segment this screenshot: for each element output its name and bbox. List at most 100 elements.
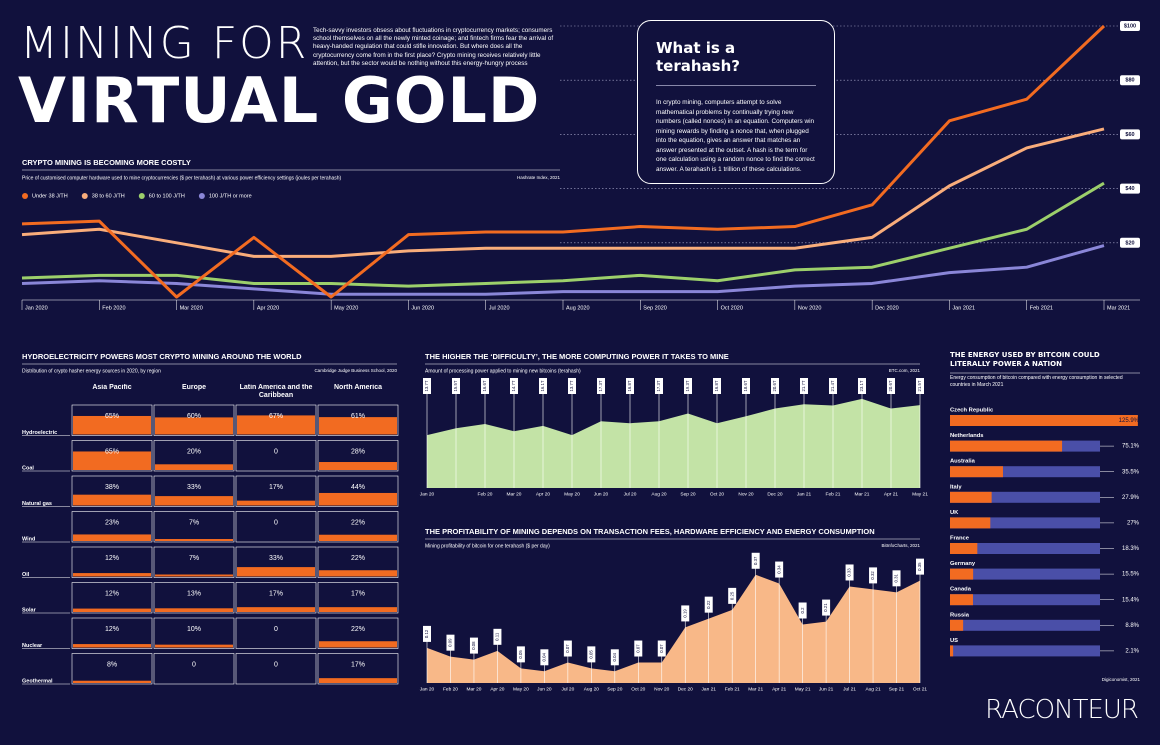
cell-bar bbox=[73, 451, 151, 470]
column-header: North America bbox=[334, 384, 382, 391]
cell bbox=[317, 475, 399, 507]
cell-bar bbox=[155, 644, 233, 648]
cell bbox=[71, 404, 153, 436]
x-tick-label: May 21 bbox=[795, 686, 811, 692]
legend-swatch bbox=[22, 193, 28, 199]
cell-label: 12% bbox=[105, 555, 119, 562]
x-tick-label: Feb 20 bbox=[443, 686, 458, 692]
column-header-box: Asia Pacific bbox=[92, 384, 131, 391]
x-tick-label: Oct 20 bbox=[710, 491, 724, 497]
x-tick-label: Sep 20 bbox=[607, 686, 623, 692]
cell-label: 28% bbox=[351, 448, 365, 455]
cell bbox=[317, 440, 399, 472]
cell-bar bbox=[155, 539, 233, 541]
label-box bbox=[887, 378, 895, 394]
x-tick-label: Jan 21 bbox=[797, 491, 812, 497]
bar bbox=[950, 440, 1063, 452]
label-box bbox=[681, 605, 690, 622]
label-box bbox=[798, 602, 807, 619]
cell bbox=[71, 511, 153, 543]
cell-bar bbox=[73, 415, 151, 435]
x-tick-label: Jan 2020 bbox=[25, 305, 48, 311]
value-label: 18.6T bbox=[743, 380, 748, 391]
x-tick-label: Nov 20 bbox=[654, 686, 670, 692]
bar bbox=[950, 517, 991, 529]
bar-label: Russia bbox=[950, 612, 970, 618]
label-box bbox=[597, 378, 605, 394]
cell bbox=[71, 653, 153, 685]
cell-label: 12% bbox=[105, 590, 119, 597]
value-label: 0.05 bbox=[588, 650, 593, 659]
label-box bbox=[423, 625, 431, 642]
bar-value: 18.3% bbox=[1122, 546, 1140, 552]
row-label: Oil bbox=[22, 572, 30, 578]
label-box bbox=[610, 649, 619, 666]
y-tick-box bbox=[1120, 75, 1140, 86]
bar-value: 75.1% bbox=[1122, 444, 1140, 450]
label-box bbox=[510, 378, 518, 394]
bar-value: 125.9% bbox=[1119, 418, 1140, 424]
cell-bar bbox=[237, 415, 315, 435]
x-tick-label: Apr 20 bbox=[490, 686, 504, 692]
cell-label: 12% bbox=[105, 626, 119, 633]
x-tick-label: Jul 2020 bbox=[489, 305, 510, 311]
bar bbox=[950, 491, 992, 503]
value-label: 0.25 bbox=[729, 591, 734, 600]
cell bbox=[71, 440, 153, 472]
cell bbox=[153, 511, 235, 543]
value-label: 0.12 bbox=[424, 629, 429, 638]
row-label: Coal bbox=[22, 465, 34, 471]
cell-bar bbox=[319, 492, 397, 506]
legend-label: Under 38 J/TH bbox=[32, 193, 68, 199]
column-header: Latin America and the Caribbean bbox=[239, 384, 313, 399]
x-tick-label: Jul 20 bbox=[624, 491, 637, 497]
value-label: 0.32 bbox=[870, 571, 875, 580]
bar-value: 8.8% bbox=[1125, 623, 1139, 629]
bar-value: 27% bbox=[1127, 520, 1140, 526]
bar-track bbox=[950, 491, 1100, 503]
y-tick-box bbox=[1120, 183, 1140, 194]
value-label: 13.7T bbox=[569, 380, 574, 391]
column-header-box: Latin America and the Caribbean bbox=[239, 384, 313, 399]
x-tick-label: Jun 20 bbox=[537, 686, 552, 692]
label-box bbox=[423, 378, 431, 394]
chart-source: BitInfoCharts, 2021 bbox=[881, 543, 920, 548]
cell-label: 22% bbox=[351, 555, 365, 562]
x-tick-label: Jan 2021 bbox=[952, 305, 975, 311]
bar bbox=[950, 619, 964, 631]
cell bbox=[153, 475, 235, 507]
cell-label: 33% bbox=[187, 484, 201, 491]
bar-label: Canada bbox=[950, 587, 972, 593]
value-label: 16.8T bbox=[714, 380, 719, 391]
value-label: 21.5T bbox=[917, 380, 922, 391]
value-label: 0.2 bbox=[800, 607, 805, 614]
chart-title: THE PROFITABILITY OF MINING DEPENDS ON T… bbox=[425, 527, 875, 536]
legend-label: 60 to 100 J/TH bbox=[149, 193, 185, 199]
value-label: 14.7T bbox=[511, 380, 516, 391]
x-tick-label: Aug 20 bbox=[651, 491, 667, 497]
label-box bbox=[800, 378, 808, 394]
y-tick-label: $100 bbox=[1124, 23, 1136, 29]
value-label: 0.34 bbox=[776, 565, 781, 574]
x-tick-label: Nov 20 bbox=[738, 491, 754, 497]
chart-subtitle: Energy consumption of bitcoin compared w… bbox=[950, 375, 1123, 388]
bar-label: US bbox=[950, 638, 958, 644]
bar-label: France bbox=[950, 536, 970, 542]
label-box bbox=[540, 649, 549, 666]
y-tick-box bbox=[1120, 237, 1140, 248]
bar-label: UK bbox=[950, 510, 959, 516]
bar-label: Italy bbox=[950, 484, 962, 490]
row-label: Hydroelectric bbox=[22, 430, 57, 436]
cell bbox=[235, 582, 317, 614]
x-tick-label: Aug 20 bbox=[584, 686, 600, 692]
bar bbox=[950, 466, 1003, 478]
cell-label: 0 bbox=[192, 661, 196, 668]
y-tick-box bbox=[1120, 129, 1140, 140]
x-tick-label: Mar 21 bbox=[855, 491, 870, 497]
cell bbox=[153, 546, 235, 578]
label-box bbox=[713, 378, 721, 394]
cell-label: 0 bbox=[274, 626, 278, 633]
bar-value: 27.9% bbox=[1122, 495, 1140, 501]
cell-bar bbox=[237, 500, 315, 506]
cell bbox=[235, 546, 317, 578]
